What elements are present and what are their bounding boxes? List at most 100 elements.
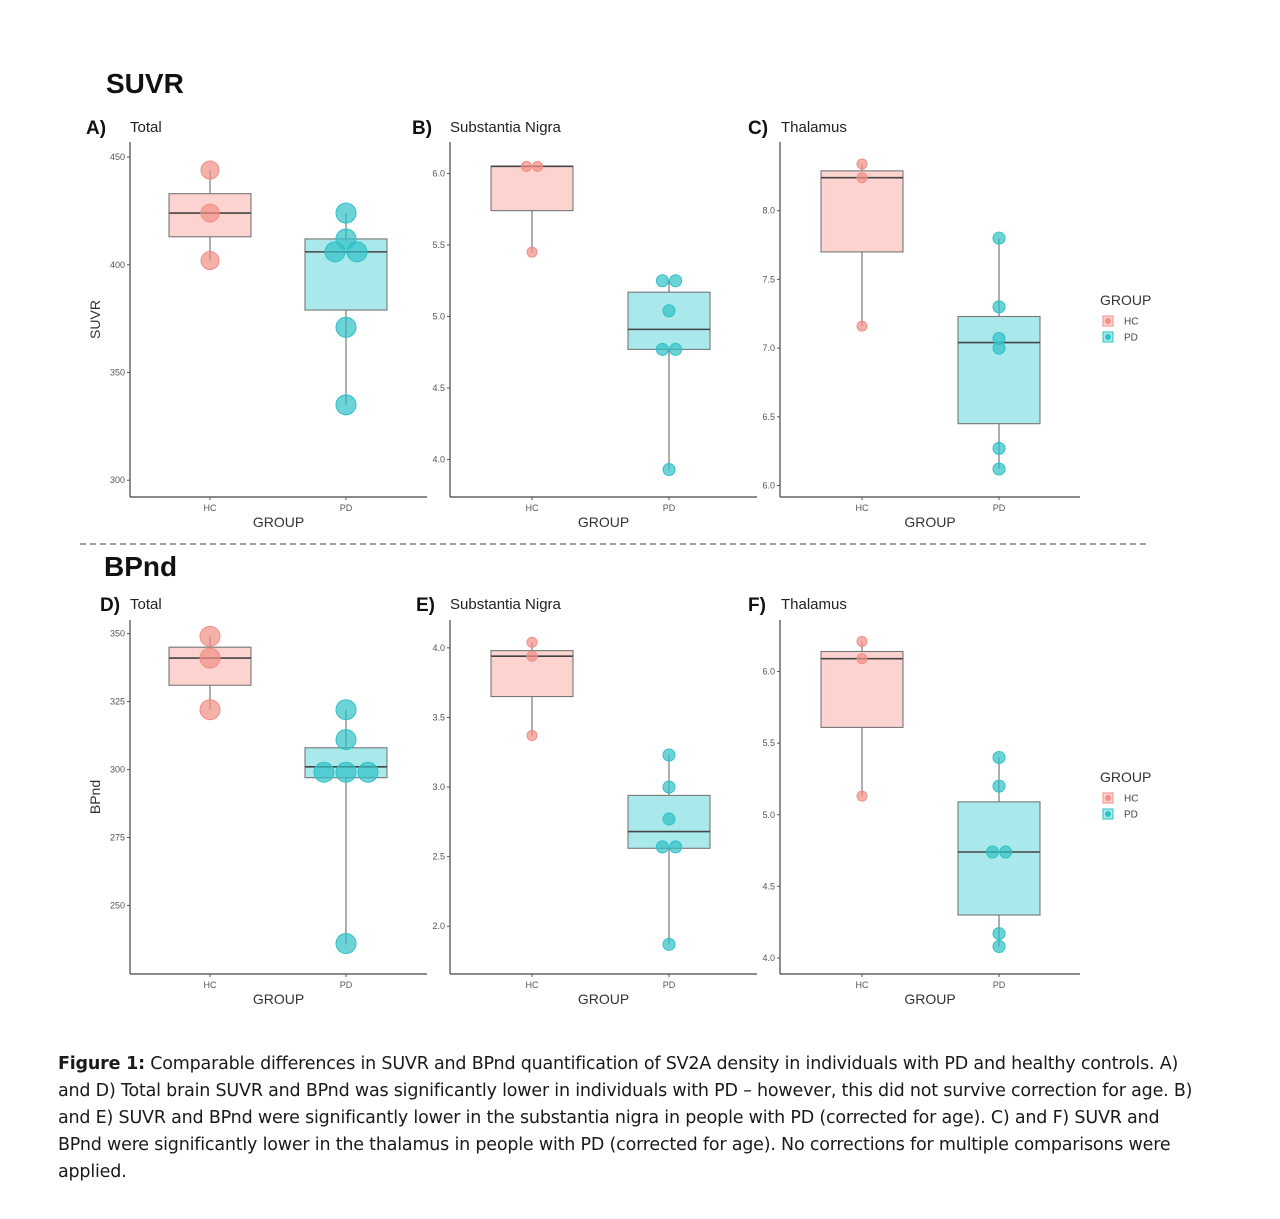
data-point-hc [856, 320, 868, 332]
x-tick-label: PD [993, 503, 1006, 513]
legend-label-pd: PD [1124, 810, 1138, 821]
panel-letter: E) [416, 595, 435, 616]
legend-key-dot [1105, 811, 1111, 817]
x-tick-label: PD [663, 980, 676, 990]
data-point-pd [335, 202, 357, 224]
y-tick-label: 6.0 [432, 168, 445, 178]
y-tick-label: 8.0 [762, 206, 775, 216]
y-tick-label: 350 [110, 368, 125, 378]
legend-title: GROUP [1100, 292, 1151, 308]
legend-label-pd: PD [1124, 333, 1138, 344]
data-point-pd [346, 241, 368, 263]
x-axis-title: GROUP [253, 514, 304, 530]
data-point-pd [992, 927, 1006, 941]
data-point-pd [992, 940, 1006, 954]
data-point-pd [335, 316, 357, 338]
data-point-hc [199, 625, 221, 647]
data-point-hc [521, 160, 532, 172]
x-axis-title: GROUP [578, 514, 629, 530]
data-point-pd [335, 729, 357, 751]
panel-letter: B) [412, 118, 432, 139]
data-point-pd [324, 241, 346, 263]
legend-bpnd: GROUP HC PD [1100, 769, 1151, 821]
data-point-pd [992, 231, 1006, 245]
y-tick-label: 300 [110, 765, 125, 775]
data-point-pd [662, 780, 676, 794]
data-point-hc [856, 790, 868, 802]
data-point-pd [992, 441, 1006, 455]
y-tick-label: 4.0 [432, 643, 445, 653]
box-hc [820, 163, 904, 327]
data-point-pd [662, 463, 676, 477]
data-point-pd [669, 274, 683, 288]
x-tick-label: HC [856, 503, 869, 513]
legend-label-hc: HC [1124, 794, 1138, 805]
panel-title: Total [130, 596, 162, 613]
y-tick-label: 3.5 [432, 712, 445, 722]
data-point-pd [662, 304, 676, 318]
legend-label-hc: HC [1124, 317, 1138, 328]
y-tick-label: 5.5 [432, 240, 445, 250]
y-tick-label: 450 [110, 152, 125, 162]
data-point-pd [992, 779, 1006, 793]
legends: GROUP HC PD GROUP HC PD [1100, 292, 1151, 821]
y-tick-label: 4.5 [432, 383, 445, 393]
data-point-hc [532, 160, 543, 172]
box-body [957, 801, 1041, 916]
x-tick-label: HC [204, 980, 217, 990]
section-title-bpnd: BPnd [104, 551, 177, 582]
x-axis-title: GROUP [578, 991, 629, 1007]
box-hc [168, 636, 252, 710]
panel-title: Substantia Nigra [450, 119, 562, 136]
y-tick-label: 6.5 [762, 412, 775, 422]
data-point-pd [992, 341, 1006, 355]
box-pd [957, 757, 1041, 947]
box-body [304, 238, 388, 311]
data-point-hc [526, 636, 538, 648]
data-point-hc [200, 250, 220, 270]
data-point-hc [856, 158, 868, 170]
legend-title: GROUP [1100, 769, 1151, 785]
box-hc [820, 641, 904, 797]
legend-key-dot [1105, 795, 1111, 801]
x-axis-title: GROUP [904, 991, 955, 1007]
y-tick-label: 2.0 [432, 921, 445, 931]
panel-title: Substantia Nigra [450, 596, 562, 613]
x-tick-label: HC [526, 503, 539, 513]
figure: SUVR BPnd A) Total 300 350 400 450 HC PD GROUP SU… [80, 68, 1151, 1007]
data-point-hc [199, 699, 221, 721]
panel-e: E) Substantia Nigra 2.0 2.5 3.0 3.5 4.0 HC PD GRO… [416, 595, 757, 1007]
data-point-pd [655, 342, 669, 356]
panel-title: Total [130, 119, 162, 136]
y-tick-label: 7.0 [762, 343, 775, 353]
y-tick-label: 250 [110, 900, 125, 910]
y-axis-title: SUVR [87, 300, 103, 339]
panels: A) Total 300 350 400 450 HC PD GROUP SUVR B) Substa… [86, 118, 1080, 1007]
data-point-pd [992, 300, 1006, 314]
data-point-hc [526, 650, 538, 662]
data-point-pd [655, 274, 669, 288]
y-tick-label: 7.5 [762, 274, 775, 284]
x-tick-label: PD [993, 980, 1006, 990]
data-point-pd [992, 462, 1006, 476]
data-point-hc [200, 203, 220, 223]
data-point-pd [669, 840, 683, 854]
data-point-hc [526, 730, 538, 742]
y-axis-title: BPnd [87, 780, 103, 814]
data-point-pd [335, 394, 357, 416]
panel-f: F) Thalamus 4.0 4.5 5.0 5.5 6.0 HC PD GROUP [748, 595, 1080, 1007]
data-point-pd [662, 937, 676, 951]
data-point-hc [200, 160, 220, 180]
legend-key-dot [1105, 318, 1111, 324]
data-point-pd [335, 699, 357, 721]
data-point-pd [335, 933, 357, 955]
box-body [820, 170, 904, 253]
x-tick-label: HC [526, 980, 539, 990]
data-point-hc [856, 653, 868, 665]
y-tick-label: 400 [110, 260, 125, 270]
figure-caption: Figure 1: Comparable differences in SUVR… [58, 1051, 1208, 1186]
y-tick-label: 5.0 [432, 312, 445, 322]
y-tick-label: 325 [110, 697, 125, 707]
data-point-pd [357, 761, 379, 783]
caption-label: Figure 1: [58, 1054, 145, 1074]
